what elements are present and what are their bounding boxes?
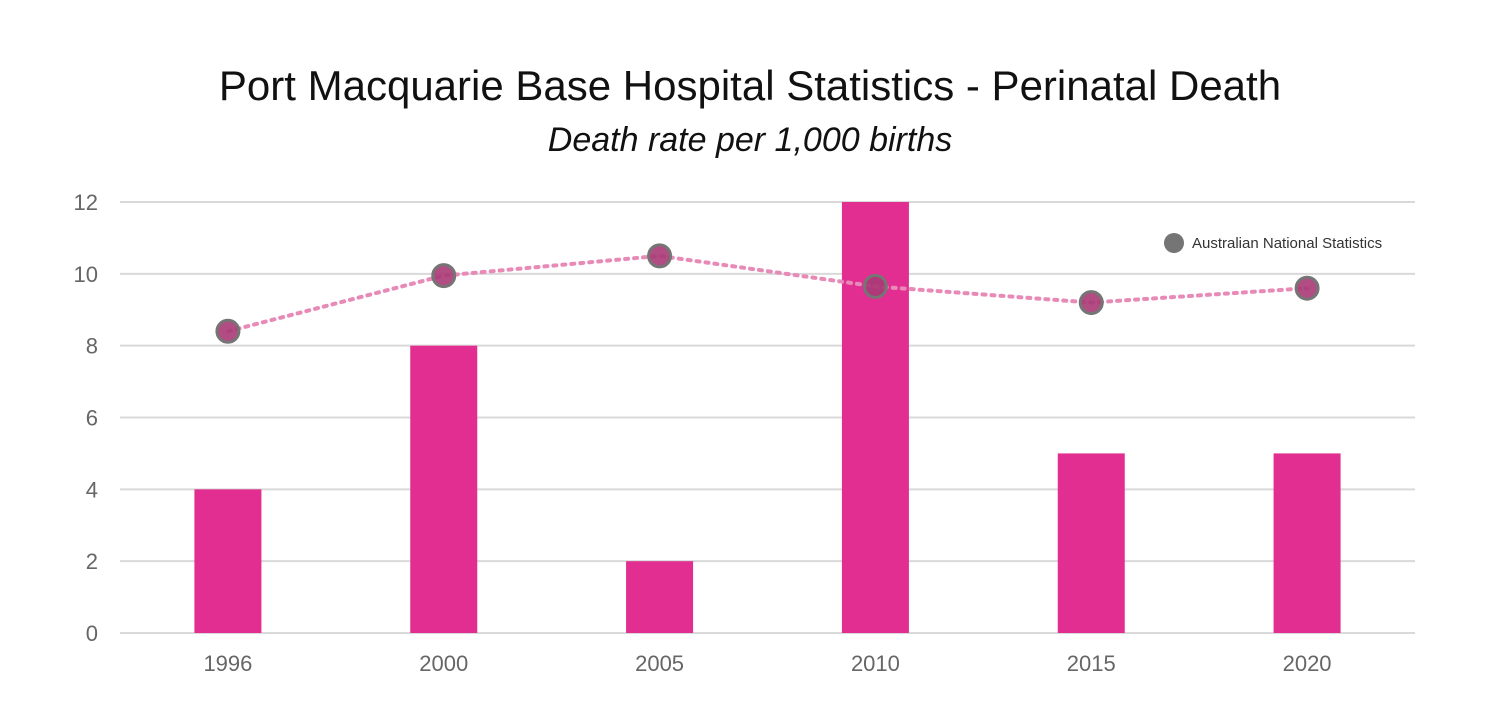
- x-tick-label: 2000: [419, 651, 468, 676]
- y-tick-label: 10: [74, 262, 98, 287]
- bar: [410, 345, 478, 633]
- y-tick-label: 12: [74, 190, 98, 215]
- x-tick-label: 2015: [1067, 651, 1116, 676]
- x-tick-label: 2005: [635, 651, 684, 676]
- national-stats-line: [225, 253, 1310, 334]
- y-tick-label: 6: [86, 406, 98, 431]
- chart-title: Port Macquarie Base Hospital Statistics …: [218, 62, 1282, 109]
- national-stats-point: [1078, 290, 1104, 316]
- national-stats-point: [647, 243, 673, 269]
- legend-label: Australian National Statistics: [1192, 235, 1382, 252]
- national-stats-point: [1294, 275, 1320, 301]
- national-stats-point: [431, 263, 457, 289]
- chart-subtitle: Death rate per 1,000 births: [547, 121, 953, 159]
- bar: [1057, 453, 1125, 633]
- x-tick-label: 1996: [203, 651, 252, 676]
- legend-marker: [1164, 233, 1184, 253]
- x-tick-label: 2020: [1283, 651, 1332, 676]
- bar: [841, 202, 909, 633]
- x-tick-label: 2010: [851, 651, 900, 676]
- bar: [626, 561, 694, 633]
- y-tick-label: 0: [86, 621, 98, 646]
- national-stats-point: [215, 318, 241, 344]
- y-tick-label: 8: [86, 334, 98, 359]
- y-tick-label: 4: [86, 477, 98, 502]
- national-stats-point: [862, 273, 888, 299]
- y-tick-label: 2: [86, 549, 98, 574]
- bar: [1273, 453, 1341, 633]
- bar: [194, 489, 262, 633]
